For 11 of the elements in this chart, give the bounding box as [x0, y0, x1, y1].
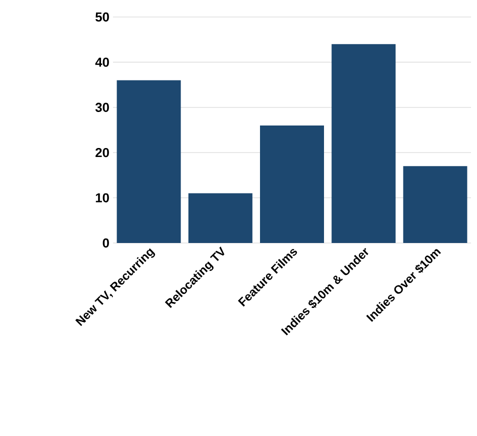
y-tick-label: 0: [102, 238, 109, 248]
y-tick-label: 40: [95, 58, 109, 67]
y-tick-label: 30: [95, 102, 109, 112]
bar: [188, 193, 252, 243]
bar: [403, 166, 468, 243]
bar: [116, 80, 181, 243]
y-tick-label: 10: [96, 193, 109, 202]
bar: [260, 125, 324, 243]
bar: [332, 44, 396, 243]
y-tick-label: 50: [95, 12, 109, 22]
y-tick-label: 20: [96, 148, 109, 158]
